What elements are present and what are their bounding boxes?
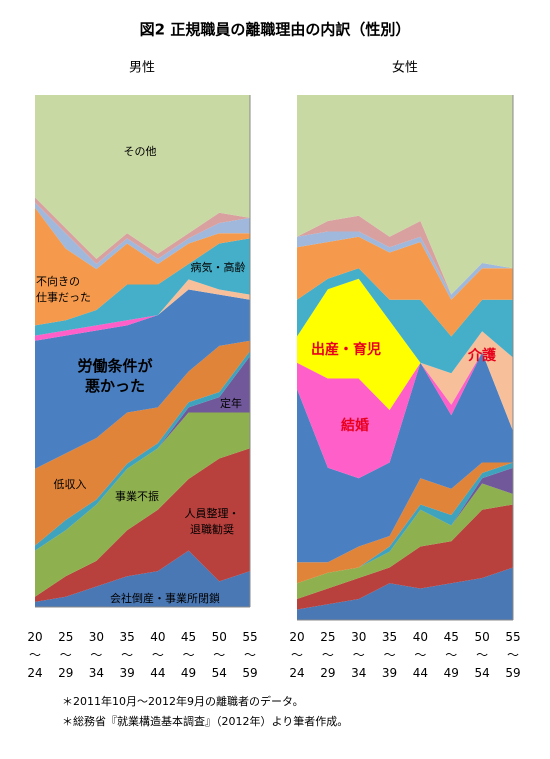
area bbox=[297, 483, 513, 599]
area bbox=[297, 352, 513, 479]
area bbox=[35, 356, 250, 551]
area-label: 会社倒産・事業所閉鎖 bbox=[110, 591, 220, 605]
area bbox=[35, 207, 250, 326]
area bbox=[297, 462, 513, 584]
x-tick-label: 40 〜 44 bbox=[413, 630, 428, 680]
area-label: 事業不振 bbox=[115, 489, 159, 503]
area bbox=[297, 236, 513, 337]
x-tick-label: 45 〜 49 bbox=[444, 630, 459, 680]
x-tick-label: 45 〜 49 bbox=[181, 630, 196, 680]
x-tick-label: 20 〜 24 bbox=[27, 630, 42, 680]
area bbox=[297, 95, 513, 295]
area bbox=[297, 467, 513, 584]
x-tick-label: 40 〜 44 bbox=[150, 630, 165, 680]
x-tick-label: 30 〜 34 bbox=[351, 630, 366, 680]
area bbox=[35, 289, 250, 341]
area bbox=[35, 550, 250, 607]
area-label: 人員整理・退職勧奨 bbox=[185, 506, 240, 536]
area bbox=[297, 278, 513, 431]
area-label: 出産・育児 bbox=[311, 341, 381, 358]
area bbox=[297, 352, 513, 563]
x-tick-label: 30 〜 34 bbox=[89, 630, 104, 680]
area bbox=[297, 567, 513, 620]
area bbox=[35, 340, 250, 546]
area-label: 不向きの仕事だった bbox=[36, 274, 91, 304]
area bbox=[297, 268, 513, 374]
panel-title: 男性 bbox=[129, 61, 155, 76]
area bbox=[297, 278, 513, 431]
area bbox=[297, 231, 513, 300]
x-tick-label: 55 〜 59 bbox=[242, 630, 257, 680]
area-label: 結婚 bbox=[341, 417, 369, 434]
panel-title: 女性 bbox=[392, 60, 418, 76]
x-tick-label: 55 〜 59 bbox=[505, 630, 520, 680]
note: ＊総務省『就業構造基本調査』（2012年）より筆者作成。 bbox=[62, 714, 348, 728]
area-label: 介護 bbox=[467, 347, 497, 364]
x-tick-label: 25 〜 29 bbox=[58, 630, 73, 680]
area bbox=[297, 462, 513, 584]
chart-title: 図2 正規職員の離職理由の内訳（性別） bbox=[140, 21, 411, 39]
x-tick-label: 50 〜 54 bbox=[475, 630, 490, 680]
area bbox=[35, 202, 250, 270]
area bbox=[35, 351, 250, 551]
area bbox=[35, 289, 250, 469]
area-label: 病気・高齢 bbox=[191, 260, 246, 274]
x-tick-label: 35 〜 39 bbox=[120, 630, 135, 680]
area-label: 低収入 bbox=[54, 478, 87, 491]
area bbox=[35, 238, 250, 336]
x-tick-label: 50 〜 54 bbox=[212, 630, 227, 680]
area bbox=[35, 95, 250, 259]
x-tick-label: 20 〜 24 bbox=[289, 630, 304, 680]
area-label: その他 bbox=[124, 145, 157, 158]
note: ＊2011年10月～2012年9月の離職者のデータ。 bbox=[62, 694, 304, 708]
area bbox=[297, 215, 513, 295]
x-tick-label: 25 〜 29 bbox=[320, 630, 335, 680]
area-label: 労働条件が悪かった bbox=[77, 357, 153, 395]
area bbox=[35, 448, 250, 602]
area-label: 定年 bbox=[220, 396, 242, 410]
x-tick-label: 35 〜 39 bbox=[382, 630, 397, 680]
area bbox=[35, 412, 250, 597]
